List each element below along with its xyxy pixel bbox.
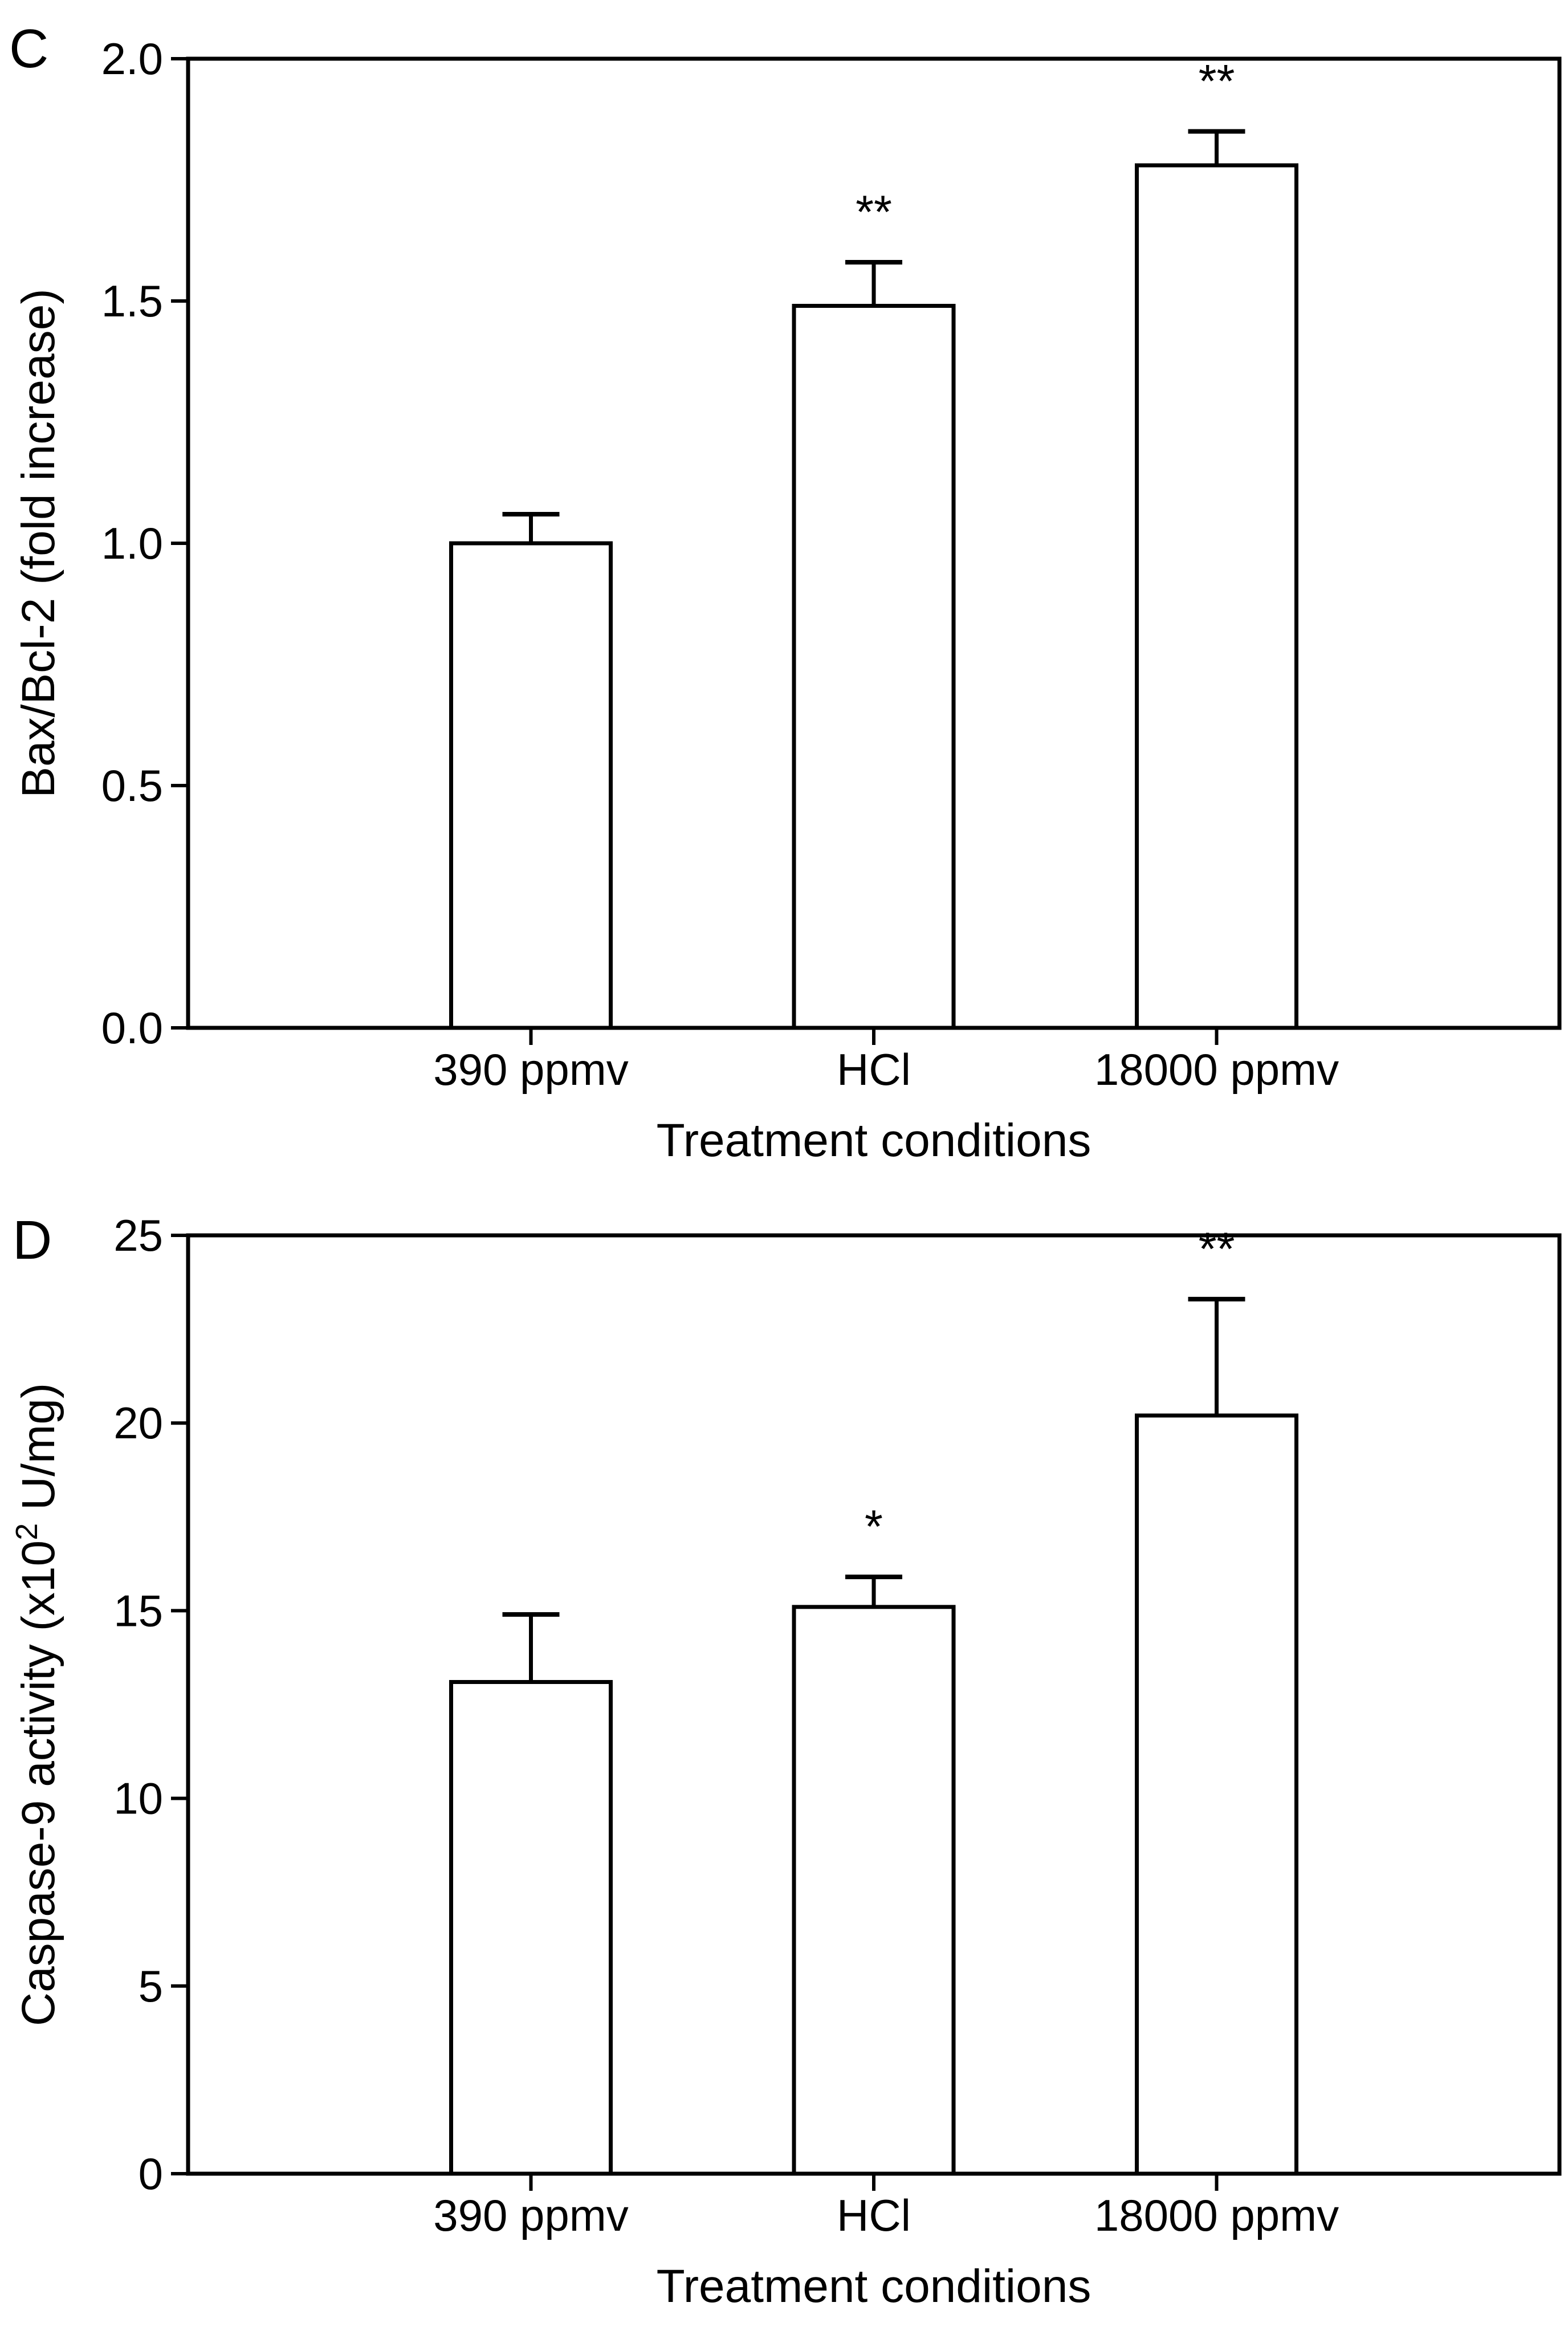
bar-390-ppmv [449,1679,613,2176]
y-axis-tick-label: 10 [113,1774,163,1824]
x-axis-category-label: HCl [837,2190,911,2240]
x-axis-category-label: 18000 ppmv [1094,1044,1339,1095]
bar-18000-ppmv [1135,1413,1298,2176]
significance-marker: ** [856,186,892,238]
y-axis-tick-label: 20 [113,1398,163,1448]
bar-hcl [792,304,956,1030]
x-axis-category-label: 390 ppmv [433,1044,629,1095]
panel-C: C 0.0 0.5 1.0 1.5 2.0 390 ppmv ** HCl ** 18000 pp… [0,0,1568,1173]
x-axis-category-label: 390 ppmv [433,2190,629,2240]
x-axis-title: Treatment conditions [657,1114,1092,1166]
y-axis-tick-label: 5 [139,1961,163,2011]
x-axis-category-label: HCl [837,1044,911,1095]
bar-chart-bax-bcl2: 0.0 0.5 1.0 1.5 2.0 390 ppmv ** HCl ** 18000 ppmv… [13,34,1562,1166]
bar-hcl [792,1605,956,2176]
significance-marker: * [865,1501,883,1553]
bar-18000-ppmv [1135,163,1298,1030]
y-axis-tick-label: 0.5 [101,760,163,811]
bar-390-ppmv [449,541,613,1030]
y-axis-tick-label: 0.0 [101,1003,163,1053]
x-axis-title: Treatment conditions [657,2260,1092,2312]
x-axis-category-label: 18000 ppmv [1094,2190,1339,2240]
y-axis-tick-label: 1.5 [101,276,163,326]
y-axis-tick-label: 2.0 [101,34,163,84]
panel-label-C: C [9,18,49,79]
significance-marker: ** [1199,56,1235,108]
y-axis-tick-label: 15 [113,1585,163,1636]
panel-D: D 0 5 10 15 20 25 390 ppmv * HCl ** 18000 ppmv Trea… [0,1173,1568,2347]
y-axis-tick-label: 25 [113,1210,163,1260]
y-axis-tick-label: 1.0 [101,518,163,568]
significance-marker: ** [1199,1223,1235,1275]
y-axis-tick-label: 0 [139,2149,163,2199]
panel-label-D: D [13,1210,52,1271]
y-axis-title: Caspase-9 activity (x102​ U/mg) [10,1383,64,2026]
bar-chart-caspase9: 0 5 10 15 20 25 390 ppmv * HCl ** 18000 ppmvTreatm… [10,1210,1562,2312]
y-axis-title: Bax/Bcl-2 (fold increase) [13,288,64,798]
